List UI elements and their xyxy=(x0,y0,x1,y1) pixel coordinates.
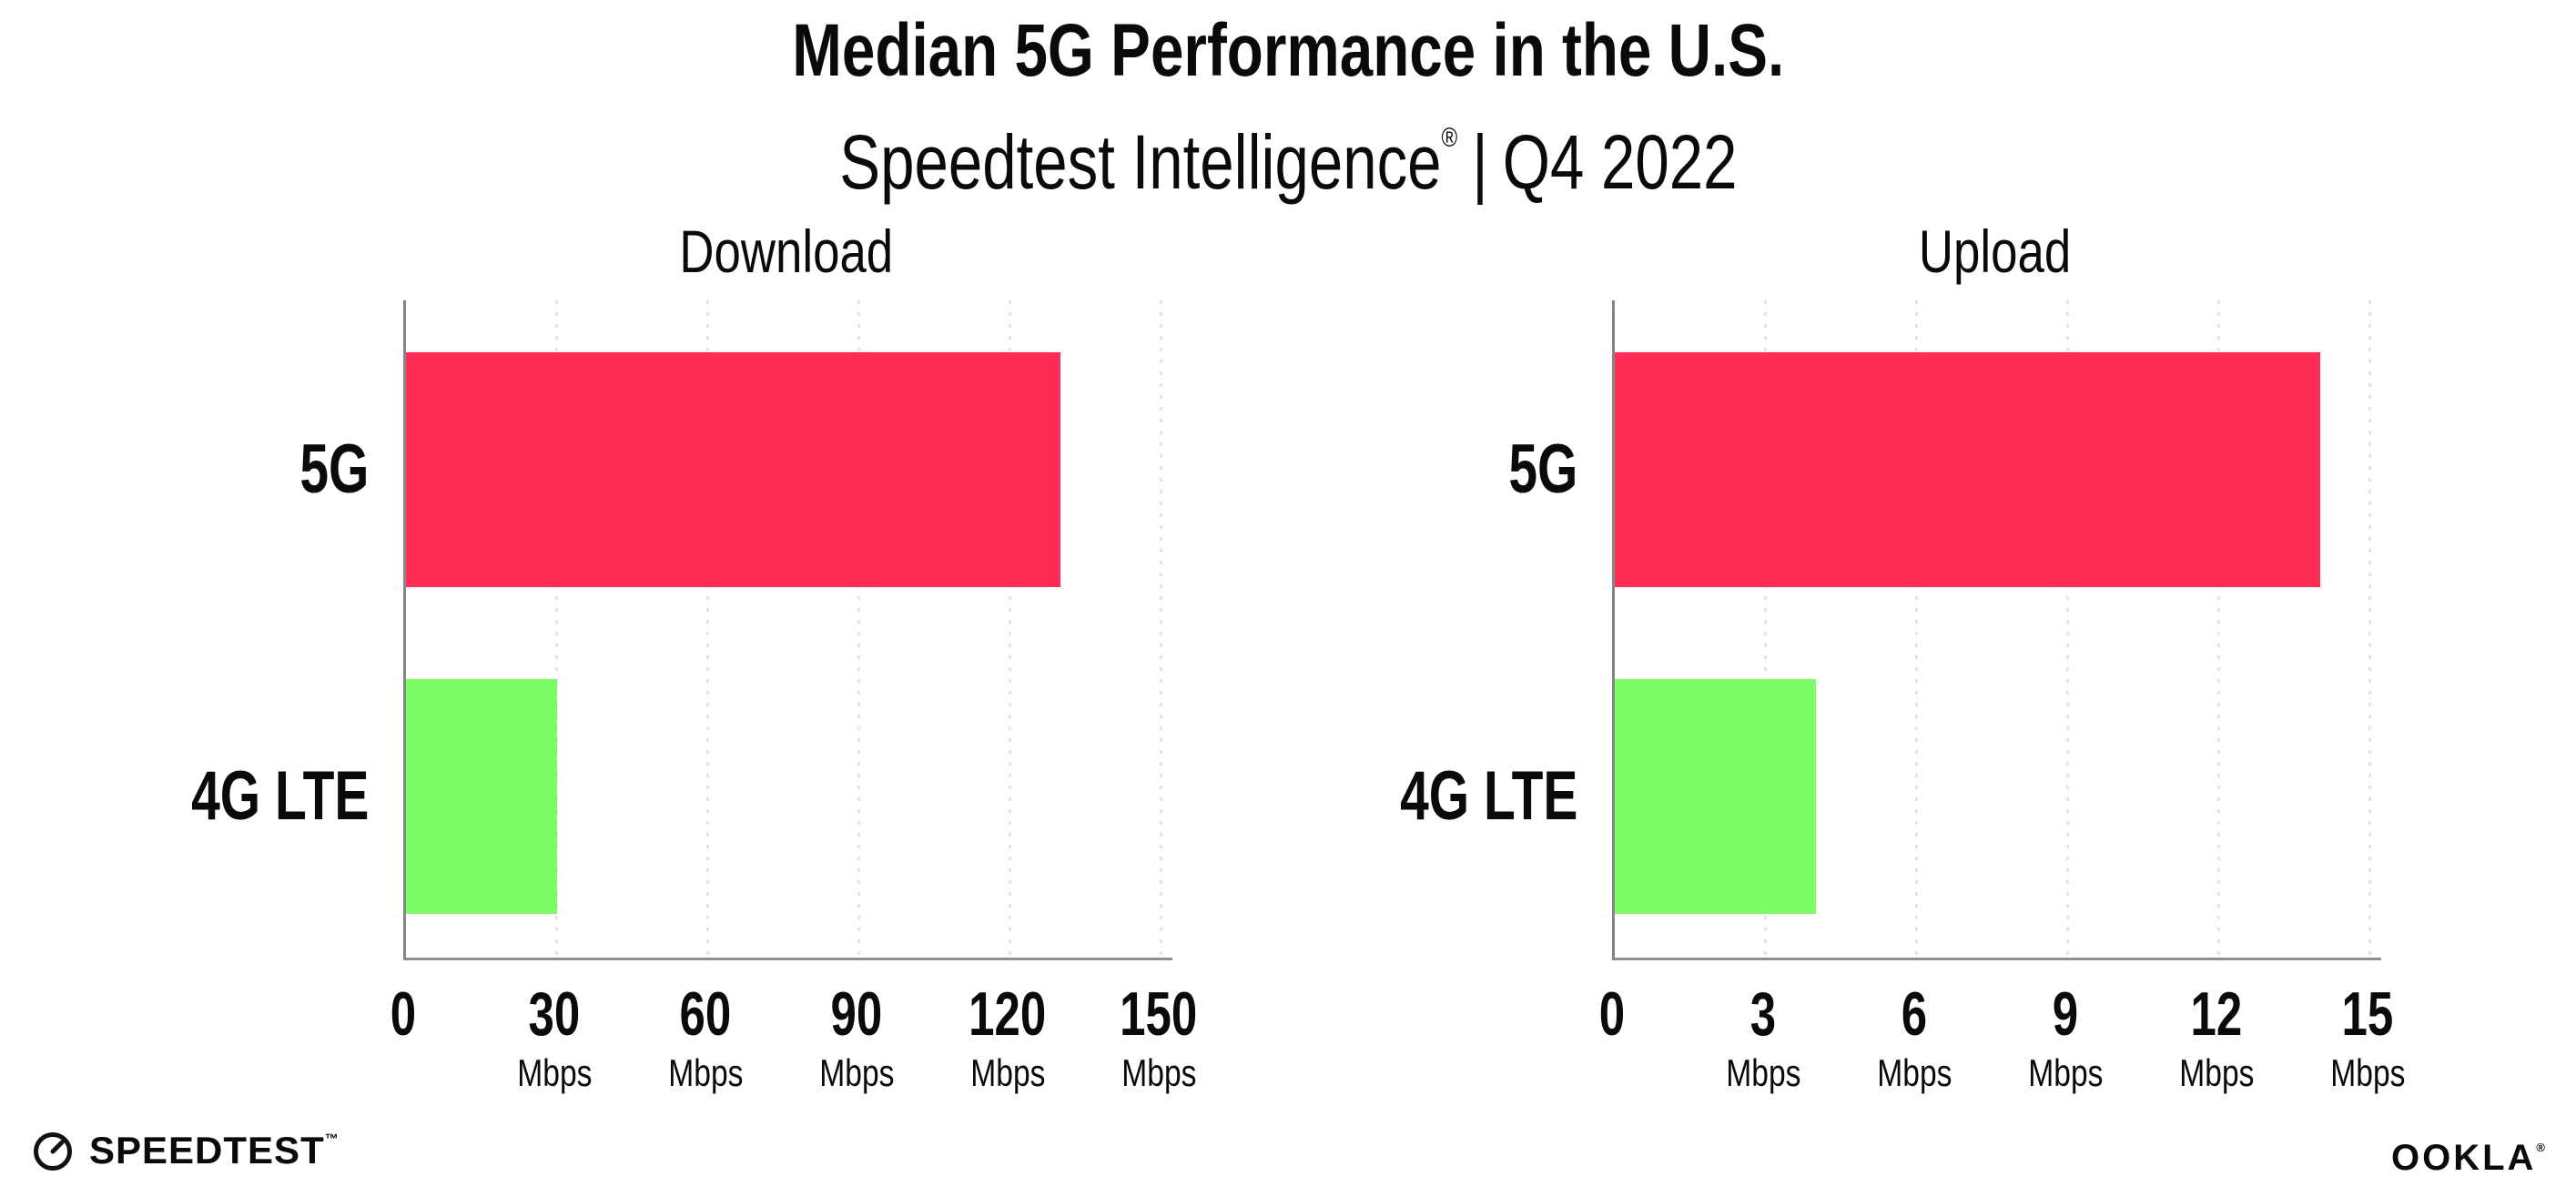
page-title-text: Median 5G Performance in the U.S. xyxy=(792,9,1784,92)
download-chart-title-text: Download xyxy=(679,218,894,285)
bar-5g xyxy=(1615,352,2320,587)
gridline-9 xyxy=(2066,300,2069,958)
subtitle-separator: | xyxy=(1471,119,1488,205)
x-tick-150: 150 Mbps xyxy=(1040,979,1277,1096)
x-tick-9: 9 Mbps xyxy=(1947,979,2184,1096)
bar-4g-lte xyxy=(1615,679,1816,914)
x-tick-value: 0 xyxy=(1598,979,1626,1049)
y-label-5g: 5G xyxy=(1507,431,1577,508)
gridline-30 xyxy=(555,300,558,958)
page-title: Median 5G Performance in the U.S. xyxy=(0,5,2576,96)
upload-chart-title: Upload xyxy=(1612,215,2378,288)
x-tick-unit: Mbps xyxy=(667,1051,744,1094)
x-tick-0: 0 xyxy=(285,979,522,1049)
bar-4g-lte xyxy=(406,679,557,914)
x-tick-value: 3 xyxy=(1749,979,1777,1049)
x-tick-value: 9 xyxy=(2052,979,2079,1049)
x-tick-30: 30 Mbps xyxy=(436,979,673,1096)
ookla-registered-mark: ® xyxy=(2536,1141,2545,1154)
page-subtitle: Speedtest Intelligence® | Q4 2022 xyxy=(0,93,2576,208)
gridline-6 xyxy=(1915,300,1918,958)
x-tick-unit: Mbps xyxy=(1725,1051,1801,1094)
x-tick-value: 150 xyxy=(1120,979,1198,1049)
x-tick-value: 120 xyxy=(969,979,1047,1049)
x-tick-unit: Mbps xyxy=(2178,1051,2255,1094)
x-tick-0: 0 xyxy=(1494,979,1730,1049)
upload-x-axis-ticks: 0 3 Mbps 6 Mbps 9 Mbps 12 Mbps 15 Mbps xyxy=(1599,979,2405,1116)
x-tick-value: 60 xyxy=(679,979,732,1049)
speedtest-logo: SPEEDTEST™ xyxy=(31,1127,339,1174)
gridline-150 xyxy=(1160,300,1162,958)
speedtest-wordmark: SPEEDTEST™ xyxy=(89,1129,339,1172)
speedtest-gauge-icon xyxy=(34,1132,72,1171)
gridline-15 xyxy=(2368,300,2371,958)
x-tick-value: 12 xyxy=(2190,979,2243,1049)
y-label-4g-lte: 4G LTE xyxy=(1399,757,1577,835)
x-tick-unit: Mbps xyxy=(969,1051,1046,1094)
download-x-axis-ticks: 0 30 Mbps 60 Mbps 90 Mbps 120 Mbps 150 Mbps xyxy=(390,979,1198,1116)
upload-gridlines xyxy=(1615,300,2381,958)
y-label-4g-lte: 4G LTE xyxy=(190,757,369,835)
y-label-5g: 5G xyxy=(299,431,369,508)
x-tick-value: 0 xyxy=(390,979,417,1049)
ookla-logo: OOKLA® xyxy=(2391,1138,2545,1179)
x-tick-90: 90 Mbps xyxy=(738,979,975,1096)
download-chart-panel: Download 5G 4G LTE 0 30 Mbps 60 Mbps 90 Mbps 120… xyxy=(191,0,1198,1120)
x-tick-6: 6 Mbps xyxy=(1796,979,2033,1096)
speedtest-wordmark-text: SPEEDTEST xyxy=(89,1129,325,1172)
x-tick-value: 6 xyxy=(1901,979,1928,1049)
bar-5g xyxy=(406,352,1060,587)
download-gridlines xyxy=(406,300,1172,958)
download-bars xyxy=(406,300,1172,958)
x-tick-unit: Mbps xyxy=(1876,1051,1952,1094)
x-tick-60: 60 Mbps xyxy=(587,979,824,1096)
x-tick-unit: Mbps xyxy=(2027,1051,2104,1094)
gridline-3 xyxy=(1764,300,1767,958)
gridline-12 xyxy=(2217,300,2220,958)
gridline-60 xyxy=(706,300,709,958)
download-plot-area xyxy=(403,300,1172,960)
x-tick-3: 3 Mbps xyxy=(1645,979,1881,1096)
upload-chart-panel: Upload 5G 4G LTE 0 3 Mbps 6 Mbps 9 Mbps 12 Mbps 15… xyxy=(1400,0,2405,1120)
registered-mark: ® xyxy=(1441,123,1457,153)
gridline-120 xyxy=(1009,300,1011,958)
upload-plot-area xyxy=(1612,300,2381,960)
upload-chart-title-text: Upload xyxy=(1919,218,2072,285)
x-tick-value: 15 xyxy=(2341,979,2394,1049)
x-tick-unit: Mbps xyxy=(516,1051,593,1094)
gridline-90 xyxy=(857,300,860,958)
x-tick-value: 30 xyxy=(528,979,581,1049)
x-tick-12: 12 Mbps xyxy=(2098,979,2335,1096)
x-tick-value: 90 xyxy=(830,979,883,1049)
x-tick-120: 120 Mbps xyxy=(889,979,1126,1096)
ookla-wordmark-text: OOKLA xyxy=(2390,1138,2537,1178)
trademark-mark: ™ xyxy=(324,1131,339,1147)
subtitle-period: Q4 2022 xyxy=(1502,119,1738,205)
subtitle-brand: Speedtest Intelligence xyxy=(838,119,1442,205)
x-tick-15: 15 Mbps xyxy=(2249,979,2486,1096)
subtitle-text: Speedtest Intelligence® | Q4 2022 xyxy=(839,93,1737,208)
x-tick-unit: Mbps xyxy=(1121,1051,1197,1094)
x-tick-unit: Mbps xyxy=(2329,1051,2406,1094)
upload-bars xyxy=(1615,300,2381,958)
x-tick-unit: Mbps xyxy=(818,1051,895,1094)
download-chart-title: Download xyxy=(403,215,1170,288)
